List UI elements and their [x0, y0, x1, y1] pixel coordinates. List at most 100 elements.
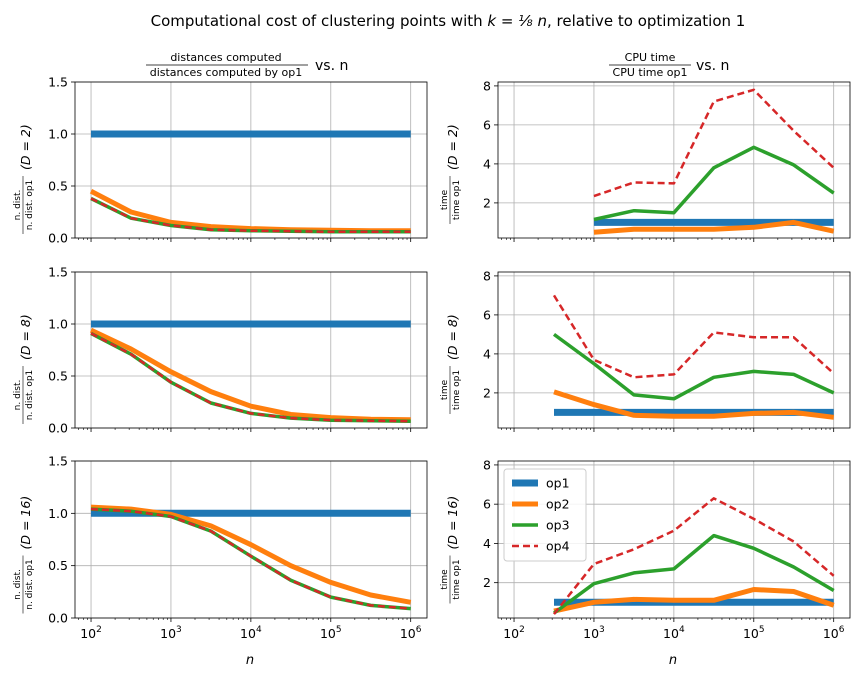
- col-title-right-num: CPU time: [625, 51, 676, 64]
- xtick-label: 102: [80, 625, 102, 641]
- panel-time-D8: 2 4 6 8 time time op1 (D = 8): [440, 268, 851, 432]
- axes-frame: [74, 460, 428, 619]
- ylabel-dist-D16: n. dist. n. dist. op1 (D = 16): [13, 496, 35, 614]
- ytick-label: 0.0: [48, 611, 68, 626]
- ylabel-time-D2: time time op1 (D = 2): [440, 124, 462, 224]
- legend-label-op4: op4: [546, 539, 570, 554]
- col-title-right-den: CPU time op1: [613, 66, 688, 79]
- ylabel-dist-D8: n. dist. n. dist. op1 (D = 8): [13, 314, 35, 424]
- panel-time-D16: 2 4 6 8 102 103 104 105 106 time time op1 (D = 16) o…: [440, 457, 851, 641]
- svg-text:(D = 8): (D = 8): [18, 314, 33, 360]
- svg-text:(D = 16): (D = 16): [18, 496, 33, 550]
- ytick-label: 4: [483, 156, 491, 171]
- panel-time-D2: 2 4 6 8 time time op1 (D = 2): [440, 78, 851, 242]
- svg-text:n. dist. op1: n. dist. op1: [25, 559, 35, 610]
- legend: op1 op2 op3 op4: [503, 468, 587, 562]
- xtick-label: 106: [400, 625, 422, 641]
- ytick-label: 0.5: [48, 179, 68, 194]
- axes-frame: [497, 81, 851, 239]
- svg-text:(D = 16): (D = 16): [445, 496, 460, 550]
- xtick-label: 102: [503, 625, 525, 641]
- series-line-op3: [552, 533, 835, 615]
- series-line-op2: [89, 327, 411, 423]
- series-line-op4: [90, 332, 411, 423]
- ytick-label: 0.0: [48, 231, 68, 246]
- col-title-right: CPU time CPU time op1 vs. n: [609, 51, 729, 79]
- series-line-op2: [553, 587, 835, 614]
- ytick-label: 0.5: [48, 558, 68, 573]
- series-line-op4: [553, 497, 835, 615]
- ytick-label: 2: [483, 195, 491, 210]
- col-title-left: distances computed distances computed by…: [146, 51, 348, 79]
- ytick-label: 1.0: [48, 506, 68, 521]
- col-title-left-suffix: vs. n: [315, 58, 348, 74]
- svg-text:time: time: [440, 569, 450, 590]
- col-title-left-den: distances computed by op1: [150, 66, 303, 79]
- axes-frame: [497, 271, 851, 429]
- axes-frame: [497, 460, 851, 619]
- xlabel-right: n: [669, 653, 677, 668]
- figure-title: Computational cost of clustering points …: [151, 12, 746, 30]
- svg-text:(D = 2): (D = 2): [445, 124, 460, 170]
- series-line-op4: [90, 507, 411, 610]
- xlabel-left: n: [246, 653, 254, 668]
- ytick-label: 1.5: [48, 75, 68, 90]
- ytick-label: 8: [483, 268, 491, 283]
- ylabel-time-D16: time time op1 (D = 16): [440, 496, 462, 604]
- ytick-label: 0.0: [48, 421, 68, 436]
- ytick-label: 2: [483, 385, 491, 400]
- svg-text:time: time: [440, 189, 450, 210]
- panel-dist-D2: 0.0 0.5 1.0 1.5 n. dist. n. dist. op1 (D = 2): [13, 75, 428, 246]
- legend-label-op1: op1: [546, 476, 570, 491]
- series-line-op4: [593, 88, 835, 198]
- xtick-label: 105: [743, 625, 765, 641]
- xtick-label: 106: [823, 625, 845, 641]
- svg-text:time: time: [440, 379, 450, 400]
- series-line-op3: [593, 145, 835, 222]
- ylabel-dist-D2: n. dist. n. dist. op1 (D = 2): [13, 124, 35, 234]
- ytick-label: 4: [483, 346, 491, 361]
- ytick-label: 2: [483, 575, 491, 590]
- axes-frame: [74, 81, 428, 239]
- series-line-op2: [90, 504, 412, 605]
- panel-dist-D8: 0.0 0.5 1.0 1.5 n. dist. n. dist. op1 (D = 8): [13, 265, 428, 436]
- ytick-label: 6: [483, 307, 491, 322]
- xtick-label: 103: [160, 625, 182, 641]
- svg-text:n. dist.: n. dist.: [13, 380, 23, 411]
- svg-text:time op1: time op1: [452, 370, 462, 410]
- col-title-right-suffix: vs. n: [696, 58, 729, 74]
- svg-text:(D = 8): (D = 8): [445, 314, 460, 360]
- legend-label-op3: op3: [546, 518, 570, 533]
- ylabel-time-D8: time time op1 (D = 8): [440, 314, 462, 414]
- col-title-left-num: distances computed: [170, 51, 281, 64]
- panel-dist-D16: 0.0 0.5 1.0 1.5 102 103 104 105 106 n. dist. n. di…: [13, 454, 428, 641]
- axes-frame: [74, 271, 428, 429]
- svg-text:n. dist.: n. dist.: [13, 569, 23, 600]
- svg-text:n. dist. op1: n. dist. op1: [25, 370, 35, 421]
- svg-text:time op1: time op1: [452, 559, 462, 599]
- svg-text:(D = 2): (D = 2): [18, 124, 33, 170]
- ytick-label: 6: [483, 117, 491, 132]
- xtick-label: 105: [320, 625, 342, 641]
- series-line-op2: [593, 219, 835, 235]
- ytick-label: 4: [483, 536, 491, 551]
- ytick-label: 8: [483, 78, 491, 93]
- ytick-label: 1.5: [48, 454, 68, 469]
- svg-text:n. dist.: n. dist.: [13, 190, 23, 221]
- ytick-label: 8: [483, 457, 491, 472]
- series-line-op4: [90, 197, 411, 234]
- series-line-op3: [552, 332, 835, 401]
- xtick-label: 104: [240, 625, 262, 641]
- xtick-label: 103: [583, 625, 605, 641]
- ytick-label: 1.5: [48, 265, 68, 280]
- series-line-op4: [552, 294, 835, 379]
- ytick-label: 1.0: [48, 127, 68, 142]
- svg-text:n. dist. op1: n. dist. op1: [25, 180, 35, 231]
- ytick-label: 1.0: [48, 317, 68, 332]
- ytick-label: 6: [483, 497, 491, 512]
- legend-label-op2: op2: [546, 497, 570, 512]
- svg-text:time op1: time op1: [452, 180, 462, 220]
- xtick-label: 104: [663, 625, 685, 641]
- ytick-label: 0.5: [48, 369, 68, 384]
